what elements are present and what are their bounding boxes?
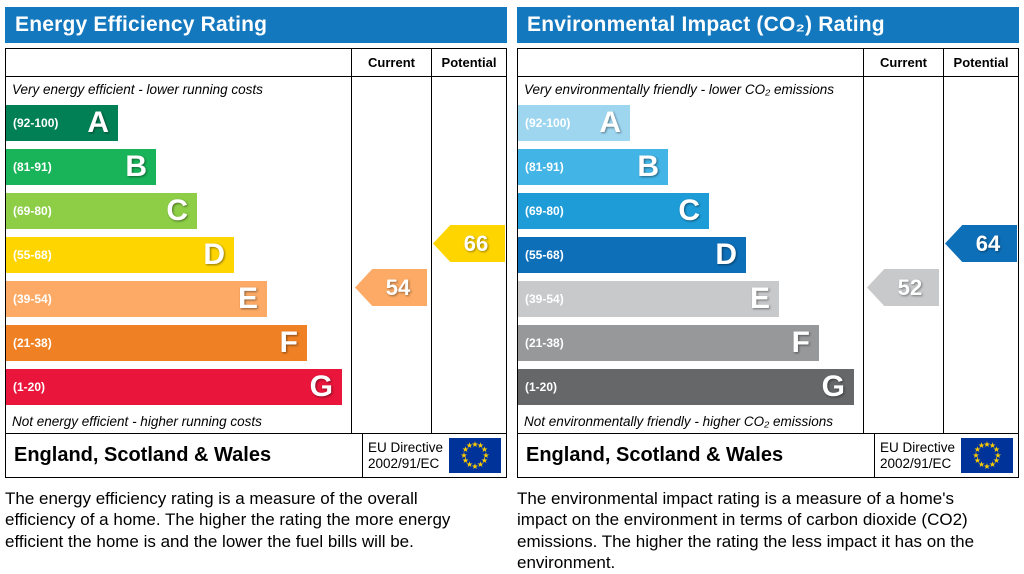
band-bar-c: (69-80) C <box>518 193 709 229</box>
band-row-e: (39-54) E <box>6 277 506 321</box>
eu-flag-icon: ★ ★ ★ ★ ★ ★ ★ ★ ★ ★ ★ ★ <box>961 438 1013 473</box>
band-row-d: (55-68) D <box>518 233 1018 277</box>
band-bar-d: (55-68) D <box>6 237 234 273</box>
band-range: (39-54) <box>525 292 564 306</box>
band-letter: G <box>309 370 333 403</box>
current-rating-arrow: 52 <box>867 269 939 306</box>
band-bar-g: (1-20) G <box>518 369 854 405</box>
band-row-d: (55-68) D <box>6 233 506 277</box>
top-scale-note: Very energy efficient - lower running co… <box>12 81 263 97</box>
environmental-impact-title: Environmental Impact (CO₂) Rating <box>517 7 1019 43</box>
band-range: (69-80) <box>525 204 564 218</box>
band-letter: D <box>203 238 225 271</box>
band-range: (69-80) <box>13 204 52 218</box>
band-letter: D <box>715 238 737 271</box>
band-row-e: (39-54) E <box>518 277 1018 321</box>
bottom-scale-note: Not energy efficient - higher running co… <box>12 413 262 429</box>
band-row-b: (81-91) B <box>6 145 506 189</box>
band-range: (1-20) <box>525 380 558 394</box>
band-bar-c: (69-80) C <box>6 193 197 229</box>
potential-rating-value: 64 <box>975 230 1001 256</box>
rating-scale-body: Very energy efficient - lower running co… <box>6 77 506 433</box>
band-bar-g: (1-20) G <box>6 369 342 405</box>
table-header-row: Current Potential <box>6 49 506 77</box>
band-range: (21-38) <box>13 336 52 350</box>
current-rating-arrow: 54 <box>355 269 427 306</box>
band-range: (21-38) <box>525 336 564 350</box>
rating-scale-body: Very environmentally friendly - lower CO… <box>518 77 1018 433</box>
band-letter: E <box>237 282 258 315</box>
band-row-a: (92-100) A <box>518 101 1018 145</box>
energy-efficiency-panel: Energy Efficiency Rating Current Potenti… <box>5 7 507 574</box>
band-bar-f: (21-38) F <box>6 325 307 361</box>
band-bar-b: (81-91) B <box>518 149 668 185</box>
band-row-b: (81-91) B <box>518 145 1018 189</box>
band-letter: B <box>637 150 659 183</box>
energy-rating-table: Current Potential Very energy efficient … <box>5 48 507 434</box>
band-range: (55-68) <box>13 248 52 262</box>
eu-directive-label: EU Directive 2002/91/EC <box>879 439 955 471</box>
band-bar-b: (81-91) B <box>6 149 156 185</box>
band-letter: G <box>821 370 845 403</box>
eu-flag-icon: ★ ★ ★ ★ ★ ★ ★ ★ ★ ★ ★ ★ <box>449 438 501 473</box>
band-row-g: (1-20) G <box>6 365 506 409</box>
band-letter: A <box>599 106 621 139</box>
column-divider <box>943 49 944 433</box>
co2-rating-table: Current Potential Very environmentally f… <box>517 48 1019 434</box>
directive-section: EU Directive 2002/91/EC ★ ★ ★ ★ ★ ★ ★ ★ ★ ★ ★ ★ <box>361 434 506 477</box>
band-bar-a: (92-100) A <box>6 105 118 141</box>
band-range: (1-20) <box>13 380 46 394</box>
environmental-impact-panel: Environmental Impact (CO₂) Rating Curren… <box>517 7 1019 574</box>
band-range: (81-91) <box>13 160 52 174</box>
band-bar-e: (39-54) E <box>6 281 267 317</box>
band-range: (39-54) <box>13 292 52 306</box>
potential-column-header: Potential <box>953 55 1009 70</box>
band-bar-d: (55-68) D <box>518 237 746 273</box>
band-range: (92-100) <box>525 116 571 130</box>
band-letter: E <box>749 282 770 315</box>
top-scale-note: Very environmentally friendly - lower CO… <box>524 81 834 97</box>
eu-directive-label: EU Directive 2002/91/EC <box>367 439 443 471</box>
column-divider <box>351 49 352 433</box>
directive-section: EU Directive 2002/91/EC ★ ★ ★ ★ ★ ★ ★ ★ ★ ★ ★ ★ <box>873 434 1018 477</box>
band-letter: A <box>87 106 109 139</box>
band-range: (92-100) <box>13 116 59 130</box>
region-label: England, Scotland & Wales <box>14 444 272 466</box>
bottom-scale-note: Not environmentally friendly - higher CO… <box>524 413 834 429</box>
band-letter: C <box>678 194 700 227</box>
energy-efficiency-description: The energy efficiency rating is a measur… <box>5 489 451 551</box>
band-range: (81-91) <box>525 160 564 174</box>
column-divider <box>863 49 864 433</box>
band-row-f: (21-38) F <box>518 321 1018 365</box>
current-rating-value: 54 <box>385 274 411 300</box>
region-label: England, Scotland & Wales <box>526 444 784 466</box>
current-column-header: Current <box>368 55 415 70</box>
band-row-f: (21-38) F <box>6 321 506 365</box>
band-row-g: (1-20) G <box>518 365 1018 409</box>
band-letter: C <box>166 194 188 227</box>
potential-rating-arrow: 66 <box>433 225 505 262</box>
potential-rating-arrow: 64 <box>945 225 1017 262</box>
band-bar-a: (92-100) A <box>518 105 630 141</box>
potential-rating-value: 66 <box>463 230 489 256</box>
band-row-c: (69-80) C <box>518 189 1018 233</box>
band-letter: B <box>125 150 147 183</box>
panel-footer: England, Scotland & Wales EU Directive 2… <box>5 434 507 478</box>
environmental-impact-description: The environmental impact rating is a mea… <box>517 489 975 573</box>
panel-footer: England, Scotland & Wales EU Directive 2… <box>517 434 1019 478</box>
column-divider <box>431 49 432 433</box>
band-bar-f: (21-38) F <box>518 325 819 361</box>
band-row-c: (69-80) C <box>6 189 506 233</box>
band-row-a: (92-100) A <box>6 101 506 145</box>
band-letter: F <box>791 326 810 359</box>
band-range: (55-68) <box>525 248 564 262</box>
table-header-row: Current Potential <box>518 49 1018 77</box>
band-bar-e: (39-54) E <box>518 281 779 317</box>
current-rating-value: 52 <box>897 274 923 300</box>
energy-efficiency-title: Energy Efficiency Rating <box>5 7 507 43</box>
current-column-header: Current <box>880 55 927 70</box>
band-letter: F <box>279 326 298 359</box>
potential-column-header: Potential <box>441 55 497 70</box>
